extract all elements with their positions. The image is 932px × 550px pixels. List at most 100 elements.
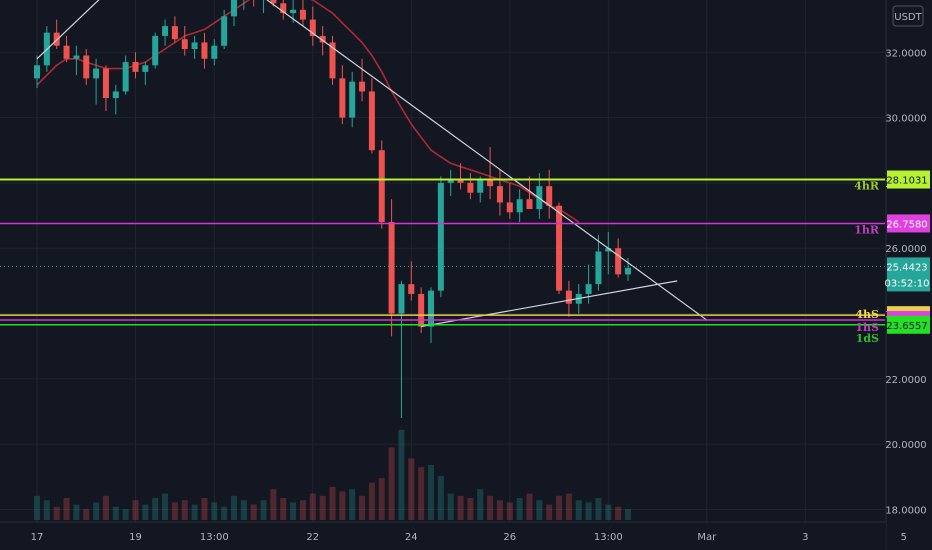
level-tag-1hR-bg bbox=[887, 214, 930, 233]
candle-body[interactable] bbox=[102, 68, 109, 98]
candle-body[interactable] bbox=[585, 284, 592, 294]
last-price-tag: 25.4423 bbox=[886, 262, 927, 273]
level-name-label: 4hR bbox=[854, 180, 880, 193]
volume-bar bbox=[487, 495, 494, 520]
candle-body[interactable] bbox=[398, 284, 405, 314]
candle-body[interactable] bbox=[152, 35, 159, 66]
trendline[interactable] bbox=[421, 280, 678, 328]
candle-body[interactable] bbox=[487, 179, 494, 187]
candle-body[interactable] bbox=[83, 55, 90, 79]
volume-bar bbox=[496, 500, 503, 520]
volume-bar bbox=[467, 498, 474, 520]
candle-body[interactable] bbox=[191, 42, 198, 49]
currency-box[interactable] bbox=[892, 5, 924, 27]
candle-body[interactable] bbox=[63, 45, 70, 59]
volume-bar bbox=[211, 502, 218, 520]
volume-bar bbox=[378, 478, 385, 520]
candle-body[interactable] bbox=[349, 81, 356, 118]
candle-body[interactable] bbox=[428, 290, 434, 327]
candle-body[interactable] bbox=[388, 222, 395, 314]
volume-bar bbox=[112, 506, 119, 520]
volume-bar bbox=[536, 500, 543, 520]
candle-body[interactable] bbox=[221, 16, 228, 46]
candle-body[interactable] bbox=[556, 205, 563, 291]
candle-body[interactable] bbox=[378, 150, 385, 223]
volume-bar bbox=[359, 495, 366, 520]
candle-body[interactable] bbox=[437, 182, 444, 291]
y-tick-label: 26.0000 bbox=[885, 244, 926, 255]
candle-body[interactable] bbox=[477, 179, 484, 193]
volume-bar bbox=[516, 498, 523, 520]
volume-bar bbox=[349, 489, 356, 520]
candle-body[interactable] bbox=[506, 202, 513, 213]
candle-body[interactable] bbox=[132, 62, 139, 72]
candle-body[interactable] bbox=[339, 78, 346, 118]
candle-body[interactable] bbox=[418, 293, 425, 327]
candle-body[interactable] bbox=[34, 65, 40, 79]
candle-body[interactable] bbox=[73, 55, 80, 59]
candle-body[interactable] bbox=[201, 42, 208, 59]
candle-body[interactable] bbox=[112, 91, 119, 98]
candle-body[interactable] bbox=[309, 19, 316, 36]
trendline[interactable] bbox=[36, 0, 116, 60]
candle-body[interactable] bbox=[496, 186, 503, 203]
candle-body[interactable] bbox=[162, 26, 169, 36]
candle-body[interactable] bbox=[625, 267, 631, 275]
candle-body[interactable] bbox=[408, 284, 415, 294]
volume-bar bbox=[339, 491, 346, 520]
volume-bar bbox=[477, 489, 484, 520]
candle-body[interactable] bbox=[122, 62, 129, 92]
candle-body[interactable] bbox=[605, 248, 612, 252]
candle-body[interactable] bbox=[457, 179, 464, 183]
candle-body[interactable] bbox=[447, 179, 454, 183]
trendline[interactable] bbox=[254, 0, 708, 321]
volume-bar bbox=[556, 495, 563, 520]
candle-body[interactable] bbox=[319, 35, 326, 43]
volume-bar bbox=[329, 487, 336, 520]
level-name-label: 4hS bbox=[855, 308, 879, 321]
volume-bar bbox=[457, 495, 464, 520]
level-name-label: 1hR bbox=[854, 223, 880, 236]
x-tick-label: 13:00 bbox=[594, 532, 623, 543]
volume-bar bbox=[280, 498, 287, 520]
candle-body[interactable] bbox=[329, 42, 336, 79]
candle-body[interactable] bbox=[368, 91, 375, 151]
candle-body[interactable] bbox=[546, 186, 553, 206]
candle-body[interactable] bbox=[93, 68, 100, 79]
candle-body[interactable] bbox=[211, 45, 218, 59]
x-tick-label: 19 bbox=[129, 532, 142, 543]
volume-bar bbox=[368, 482, 375, 520]
candle-body[interactable] bbox=[615, 248, 622, 275]
candle-body[interactable] bbox=[565, 290, 572, 304]
candle-body[interactable] bbox=[181, 39, 188, 49]
volume-bar bbox=[122, 509, 129, 520]
volume-bar bbox=[398, 429, 405, 520]
x-tick-label: 13:00 bbox=[200, 532, 229, 543]
volume-bar bbox=[34, 495, 40, 520]
candle-body[interactable] bbox=[595, 251, 602, 285]
candle-body[interactable] bbox=[270, 0, 277, 4]
candle-body[interactable] bbox=[299, 9, 306, 20]
volume-bar bbox=[152, 498, 159, 520]
volume-bar bbox=[171, 502, 178, 520]
candle-body[interactable] bbox=[142, 65, 149, 72]
candle-body[interactable] bbox=[467, 182, 474, 193]
candle-body[interactable] bbox=[526, 199, 533, 210]
level-tag-1dS-text: 23.6557 bbox=[886, 321, 927, 332]
level-name-label: 1hS bbox=[855, 321, 879, 334]
candle-body[interactable] bbox=[280, 3, 287, 14]
candle-body[interactable] bbox=[231, 0, 237, 17]
volume-bar bbox=[447, 493, 454, 520]
volume-bar bbox=[585, 502, 592, 520]
candle-body[interactable] bbox=[290, 9, 297, 14]
level-name-label: 1dS bbox=[856, 332, 879, 345]
candle-body[interactable] bbox=[516, 199, 523, 213]
candle-body[interactable] bbox=[171, 26, 178, 40]
volume-bar bbox=[191, 504, 198, 520]
candle-body[interactable] bbox=[359, 81, 366, 92]
x-tick-label: 22 bbox=[306, 532, 319, 543]
volume-bar bbox=[565, 493, 572, 520]
volume-bar bbox=[437, 476, 444, 520]
